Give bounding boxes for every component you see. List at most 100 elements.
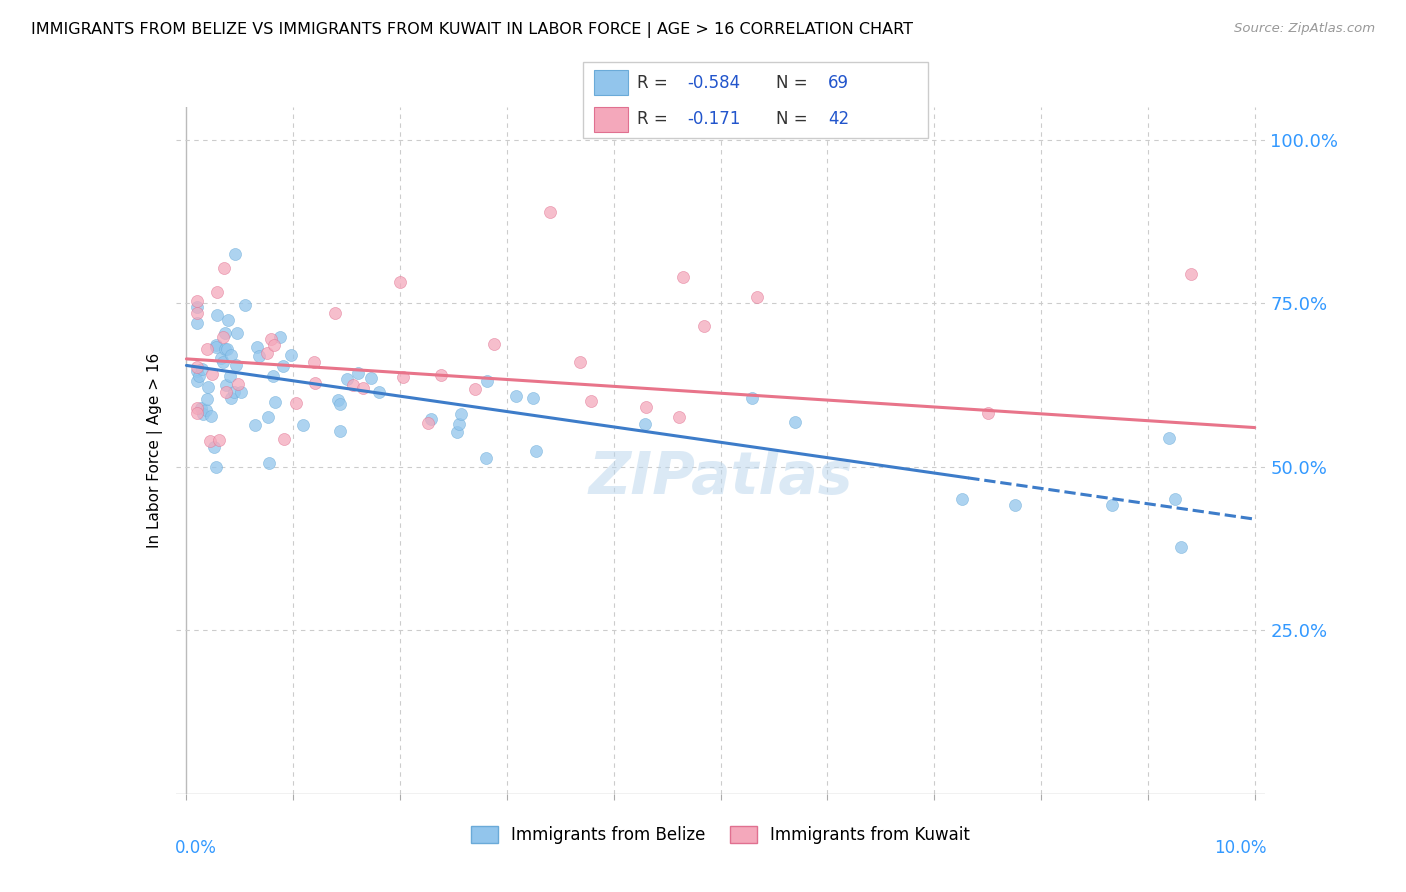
Point	[208, 434, 231, 448]
Point	[418, 416, 440, 430]
Point	[260, 332, 283, 346]
Point	[224, 247, 246, 261]
Point	[204, 338, 226, 352]
Point	[200, 409, 222, 424]
Point	[1101, 498, 1123, 512]
Text: -0.584: -0.584	[688, 73, 740, 92]
FancyBboxPatch shape	[593, 107, 628, 132]
Point	[329, 425, 352, 439]
Point	[388, 275, 411, 289]
Text: IMMIGRANTS FROM BELIZE VS IMMIGRANTS FROM KUWAIT IN LABOR FORCE | AGE > 16 CORRE: IMMIGRANTS FROM BELIZE VS IMMIGRANTS FRO…	[31, 22, 912, 38]
Point	[328, 392, 350, 407]
Point	[568, 355, 591, 369]
Point	[1164, 491, 1187, 506]
Point	[430, 368, 453, 383]
Point	[342, 378, 364, 392]
Point	[475, 450, 498, 465]
Text: N =: N =	[776, 73, 813, 92]
Point	[329, 397, 352, 411]
Point	[219, 349, 242, 363]
Point	[263, 338, 285, 352]
Point	[195, 392, 218, 407]
Point	[420, 412, 443, 426]
Point	[273, 433, 295, 447]
Point	[579, 394, 602, 409]
Point	[219, 392, 242, 406]
Point	[243, 418, 266, 433]
Point	[226, 326, 249, 340]
Point	[214, 326, 236, 341]
Point	[186, 294, 208, 309]
Point	[193, 408, 215, 422]
Text: ZIPatlas: ZIPatlas	[588, 450, 853, 507]
Point	[693, 318, 716, 333]
Point	[205, 340, 228, 354]
Point	[280, 348, 302, 362]
Point	[284, 396, 307, 410]
Point	[747, 290, 769, 304]
Text: N =: N =	[776, 110, 813, 128]
Point	[215, 377, 238, 392]
Point	[186, 300, 208, 314]
Point	[257, 457, 280, 471]
Point	[672, 270, 695, 285]
Point	[256, 346, 278, 360]
Point	[209, 351, 232, 365]
Text: 10.0%: 10.0%	[1213, 838, 1267, 856]
Point	[186, 316, 208, 330]
Point	[215, 384, 238, 399]
Point	[302, 355, 325, 369]
Point	[198, 434, 221, 448]
Point	[205, 308, 228, 322]
Point	[217, 312, 239, 326]
Point	[262, 368, 284, 383]
Point	[304, 376, 326, 390]
Point	[449, 417, 471, 431]
Point	[229, 384, 252, 399]
Point	[269, 330, 291, 344]
Point	[225, 359, 247, 373]
Text: -0.171: -0.171	[688, 110, 740, 128]
Point	[205, 285, 228, 300]
Point	[446, 425, 468, 440]
Text: R =: R =	[637, 73, 673, 92]
Point	[212, 330, 235, 344]
Point	[482, 336, 505, 351]
Point	[273, 359, 295, 373]
Point	[190, 401, 212, 416]
Point	[205, 459, 228, 474]
Point	[202, 441, 225, 455]
Point	[1157, 431, 1180, 445]
Point	[188, 369, 211, 384]
Point	[214, 342, 236, 356]
Point	[292, 417, 315, 432]
Point	[186, 406, 208, 420]
Point	[218, 368, 240, 383]
Point	[524, 444, 547, 458]
Point	[186, 374, 208, 388]
Text: 42: 42	[828, 110, 849, 128]
Point	[195, 403, 218, 417]
Point	[634, 401, 657, 415]
Text: 69: 69	[828, 73, 849, 92]
Text: R =: R =	[637, 110, 678, 128]
Point	[950, 492, 973, 507]
Text: 0.0%: 0.0%	[174, 838, 217, 856]
Point	[668, 409, 690, 424]
Point	[186, 306, 208, 320]
Point	[976, 406, 998, 420]
Point	[191, 362, 214, 376]
FancyBboxPatch shape	[583, 62, 928, 138]
Point	[505, 388, 527, 402]
Point	[347, 366, 370, 380]
Point	[186, 401, 208, 415]
Point	[246, 340, 269, 354]
Legend: Immigrants from Belize, Immigrants from Kuwait: Immigrants from Belize, Immigrants from …	[464, 819, 977, 851]
Point	[352, 381, 374, 395]
Point	[367, 384, 389, 399]
Point	[360, 371, 382, 385]
Point	[1004, 498, 1026, 512]
Point	[475, 375, 498, 389]
Point	[741, 391, 763, 405]
Point	[1170, 540, 1192, 554]
